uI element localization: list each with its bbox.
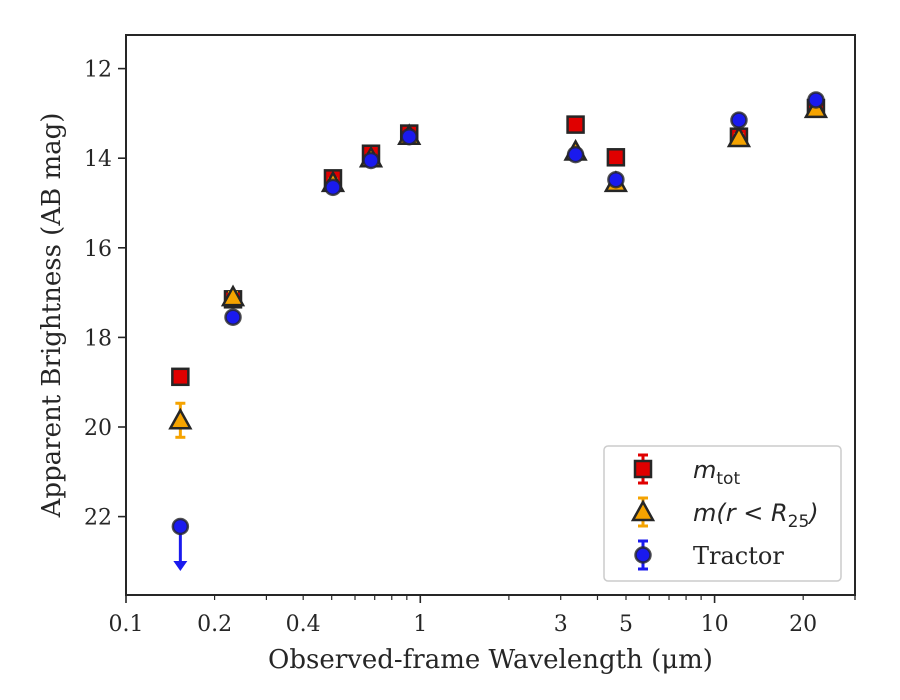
- data-point: [171, 367, 190, 387]
- data-point: [220, 284, 246, 307]
- legend-entry: m(r < R25): [630, 496, 819, 532]
- data-point: [566, 145, 585, 164]
- series-triangle: [168, 96, 829, 439]
- y-tick-label: 14: [84, 147, 112, 172]
- axes: 12 14 16 18 20 22 0.1 0.2 0.4 1 3 5 10 20: [84, 34, 856, 637]
- data-point: [730, 111, 748, 129]
- x-tick-label: 1: [413, 612, 427, 637]
- x-tick-label: 20: [789, 612, 817, 637]
- x-axis-label: Observed-frame Wavelength (μm): [268, 645, 713, 675]
- y-tick-label: 18: [84, 326, 112, 351]
- series-circle: [171, 91, 825, 572]
- x-tick-label: 0.1: [109, 612, 144, 637]
- data-point: [566, 115, 585, 134]
- x-tick-label: 0.2: [197, 612, 232, 637]
- series-square: [171, 98, 826, 387]
- y-tick-label: 12: [84, 58, 112, 83]
- legend-entry: mtot: [633, 453, 740, 489]
- y-tick-label: 20: [84, 416, 112, 441]
- legend: mtot m(r < R25) Tractor: [603, 445, 842, 582]
- legend-marker: [630, 499, 656, 522]
- legend-box: [603, 445, 842, 582]
- data-point: [168, 407, 193, 430]
- x-tick-label: 3: [554, 612, 568, 637]
- data-point: [726, 125, 752, 148]
- x-tick-label: 10: [701, 612, 729, 637]
- data-point: [807, 91, 825, 109]
- plot-frame: [125, 34, 856, 596]
- upper-limit-arrow-head: [173, 561, 188, 572]
- legend-label: m(r < R25): [693, 499, 819, 532]
- data-point: [171, 517, 190, 536]
- legend-label: mtot: [693, 456, 740, 489]
- legend-label: Tractor: [693, 542, 784, 570]
- legend-entry: Tractor: [634, 539, 784, 571]
- legend-marker: [634, 546, 652, 564]
- data-point: [224, 308, 242, 326]
- data-point: [362, 151, 380, 170]
- x-tick-label: 5: [619, 612, 633, 637]
- data-point: [400, 127, 418, 146]
- legend-marker: [633, 459, 653, 479]
- data-point: [607, 170, 625, 189]
- y-tick-label: 16: [84, 237, 112, 262]
- y-tick-label: 22: [84, 506, 112, 531]
- data-point: [606, 148, 626, 167]
- x-tick-label: 0.4: [286, 612, 321, 637]
- y-axis-label: Apparent Brightness (AB mag): [37, 113, 67, 519]
- plot-marks: [168, 91, 829, 572]
- data-point: [324, 178, 342, 197]
